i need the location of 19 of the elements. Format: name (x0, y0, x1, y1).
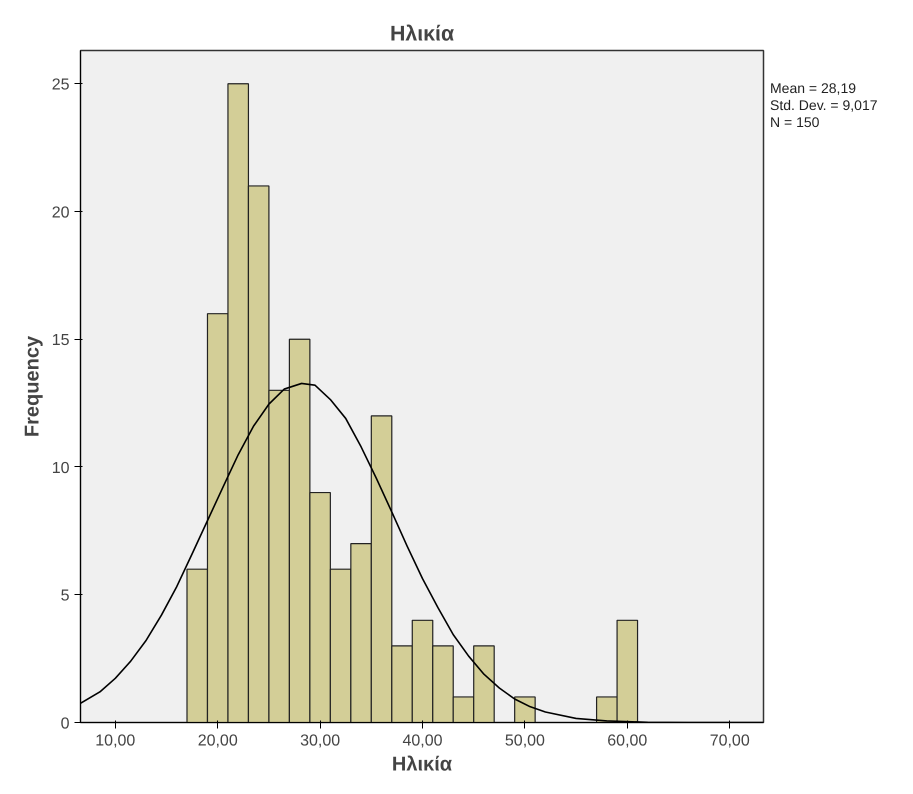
x-tick-label: 30,00 (300, 732, 340, 750)
y-tick-label: 15 (52, 332, 70, 350)
x-axis-title: Ηλικία (392, 754, 453, 776)
x-tick-label: 40,00 (402, 732, 443, 750)
text: Mean = 28,19 (770, 80, 856, 96)
x-tick-label: 10,00 (95, 732, 136, 750)
x-tick-label: 60,00 (607, 732, 648, 750)
y-tick-label: 20 (52, 204, 70, 222)
x-tick-label: 20,00 (198, 732, 238, 750)
x-tick-label: 70,00 (710, 732, 750, 750)
y-tick-label: 5 (60, 588, 70, 605)
chart-title: Ηλικία (390, 22, 454, 46)
y-tick-label: 0 (60, 716, 70, 732)
text: Std. Dev. = 9,017 (770, 97, 878, 113)
x-tick-label: 50,00 (504, 732, 546, 750)
y-axis-title: Frequency (22, 335, 44, 438)
y-tick-label: 25 (52, 76, 70, 94)
text: N = 150 (770, 114, 820, 130)
y-tick-label: 10 (52, 460, 70, 477)
